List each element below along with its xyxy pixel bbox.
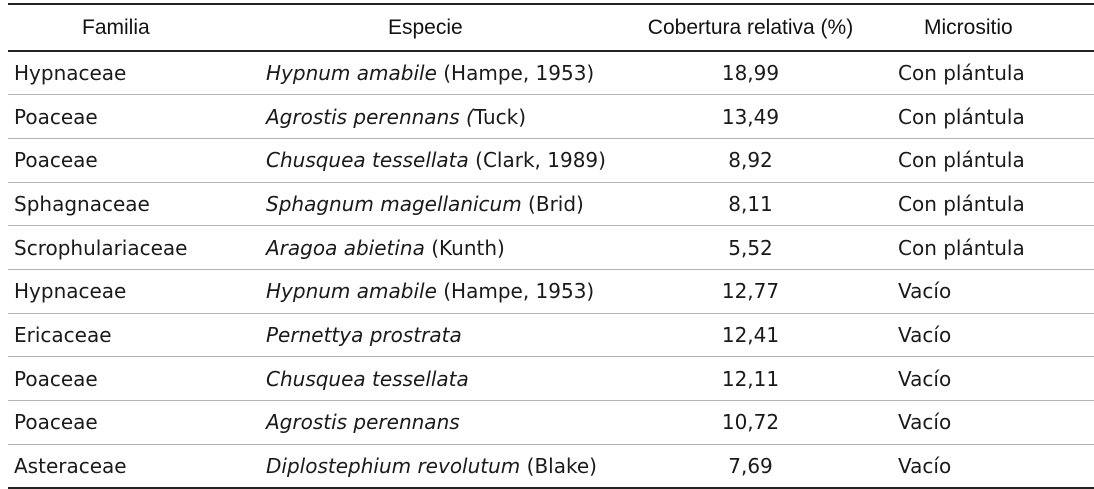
cell-familia: Ericaceae	[8, 313, 256, 358]
species-author: Tuck)	[473, 104, 527, 129]
cell-especie: Pernettya prostrata	[256, 313, 609, 358]
cell-cobertura: 12,11	[609, 356, 892, 401]
cell-especie: Aragoa abietina (Kunth)	[256, 225, 609, 270]
species-cover-table: Familia Especie Cobertura relativa (%) M…	[8, 3, 1094, 489]
cell-familia: Sphagnaceae	[8, 182, 256, 227]
cell-cobertura: 12,77	[609, 269, 892, 314]
cell-cobertura: 10,72	[609, 400, 892, 445]
table-row: Scrophulariaceae Aragoa abietina (Kunth)…	[8, 225, 1094, 270]
cell-cobertura: 5,52	[609, 225, 892, 270]
species-name: Hypnum amabile	[266, 279, 437, 304]
cell-micrositio: Vacío	[892, 444, 1094, 489]
cell-especie: Hypnum amabile (Hampe, 1953)	[256, 269, 609, 314]
cell-especie: Sphagnum magellanicum (Brid)	[256, 182, 609, 227]
cell-especie: Hypnum amabile (Hampe, 1953)	[256, 51, 609, 96]
cell-micrositio: Con plántula	[892, 182, 1094, 227]
table-row: Hypnaceae Hypnum amabile (Hampe, 1953) 1…	[8, 51, 1094, 96]
species-author: (Clark, 1989)	[468, 148, 606, 173]
table-row: Poaceae Agrostis perennans (Tuck) 13,49 …	[8, 94, 1094, 139]
cell-familia: Poaceae	[8, 356, 256, 401]
header-row: Familia Especie Cobertura relativa (%) M…	[8, 3, 1094, 52]
cell-familia: Hypnaceae	[8, 51, 256, 96]
header-cobertura: Cobertura relativa (%)	[609, 3, 892, 52]
cell-familia: Poaceae	[8, 138, 256, 183]
cell-micrositio: Vacío	[892, 269, 1094, 314]
species-table-container: Familia Especie Cobertura relativa (%) M…	[8, 3, 1094, 489]
species-author: (Blake)	[520, 453, 597, 478]
species-name: Sphagnum magellanicum	[266, 191, 522, 216]
cell-cobertura: 8,92	[609, 138, 892, 183]
species-name: Pernettya prostrata	[266, 322, 462, 347]
cell-cobertura: 8,11	[609, 182, 892, 227]
species-name: Agrostis perennans (	[266, 104, 474, 129]
cell-familia: Scrophulariaceae	[8, 225, 256, 270]
species-name: Hypnum amabile	[266, 61, 437, 86]
cell-micrositio: Vacío	[892, 356, 1094, 401]
cell-micrositio: Vacío	[892, 313, 1094, 358]
cell-especie: Agrostis perennans (Tuck)	[256, 94, 609, 139]
table-row: Poaceae Chusquea tessellata (Clark, 1989…	[8, 138, 1094, 183]
table-row: Ericaceae Pernettya prostrata 12,41 Vací…	[8, 313, 1094, 358]
cell-micrositio: Con plántula	[892, 94, 1094, 139]
species-author: (Brid)	[521, 191, 584, 216]
cell-micrositio: Con plántula	[892, 51, 1094, 96]
cell-cobertura: 13,49	[609, 94, 892, 139]
cell-familia: Poaceae	[8, 400, 256, 445]
cell-cobertura: 7,69	[609, 444, 892, 489]
table-row: Hypnaceae Hypnum amabile (Hampe, 1953) 1…	[8, 269, 1094, 314]
cell-especie: Chusquea tessellata (Clark, 1989)	[256, 138, 609, 183]
cell-micrositio: Con plántula	[892, 225, 1094, 270]
cell-familia: Hypnaceae	[8, 269, 256, 314]
table-row: Asteraceae Diplostephium revolutum (Blak…	[8, 444, 1094, 489]
cell-cobertura: 18,99	[609, 51, 892, 96]
species-author: (Hampe, 1953)	[436, 61, 595, 86]
header-micrositio: Micrositio	[892, 3, 1094, 52]
species-name: Chusquea tessellata	[266, 148, 469, 173]
cell-especie: Chusquea tessellata	[256, 356, 609, 401]
species-author: (Kunth)	[424, 235, 505, 260]
header-familia: Familia	[8, 3, 256, 52]
table-header: Familia Especie Cobertura relativa (%) M…	[8, 3, 1094, 52]
species-name: Agrostis perennans	[266, 410, 460, 435]
cell-micrositio: Con plántula	[892, 138, 1094, 183]
header-especie: Especie	[256, 3, 609, 52]
cell-micrositio: Vacío	[892, 400, 1094, 445]
species-name: Diplostephium revolutum	[266, 453, 521, 478]
cell-familia: Asteraceae	[8, 444, 256, 489]
table-row: Poaceae Chusquea tessellata 12,11 Vacío	[8, 356, 1094, 401]
cell-familia: Poaceae	[8, 94, 256, 139]
species-name: Aragoa abietina	[266, 235, 425, 260]
species-author: (Hampe, 1953)	[436, 279, 595, 304]
cell-cobertura: 12,41	[609, 313, 892, 358]
table-row: Poaceae Agrostis perennans 10,72 Vacío	[8, 400, 1094, 445]
table-body: Hypnaceae Hypnum amabile (Hampe, 1953) 1…	[8, 51, 1094, 489]
species-name: Chusquea tessellata	[266, 366, 469, 391]
cell-especie: Diplostephium revolutum (Blake)	[256, 444, 609, 489]
cell-especie: Agrostis perennans	[256, 400, 609, 445]
table-row: Sphagnaceae Sphagnum magellanicum (Brid)…	[8, 182, 1094, 227]
